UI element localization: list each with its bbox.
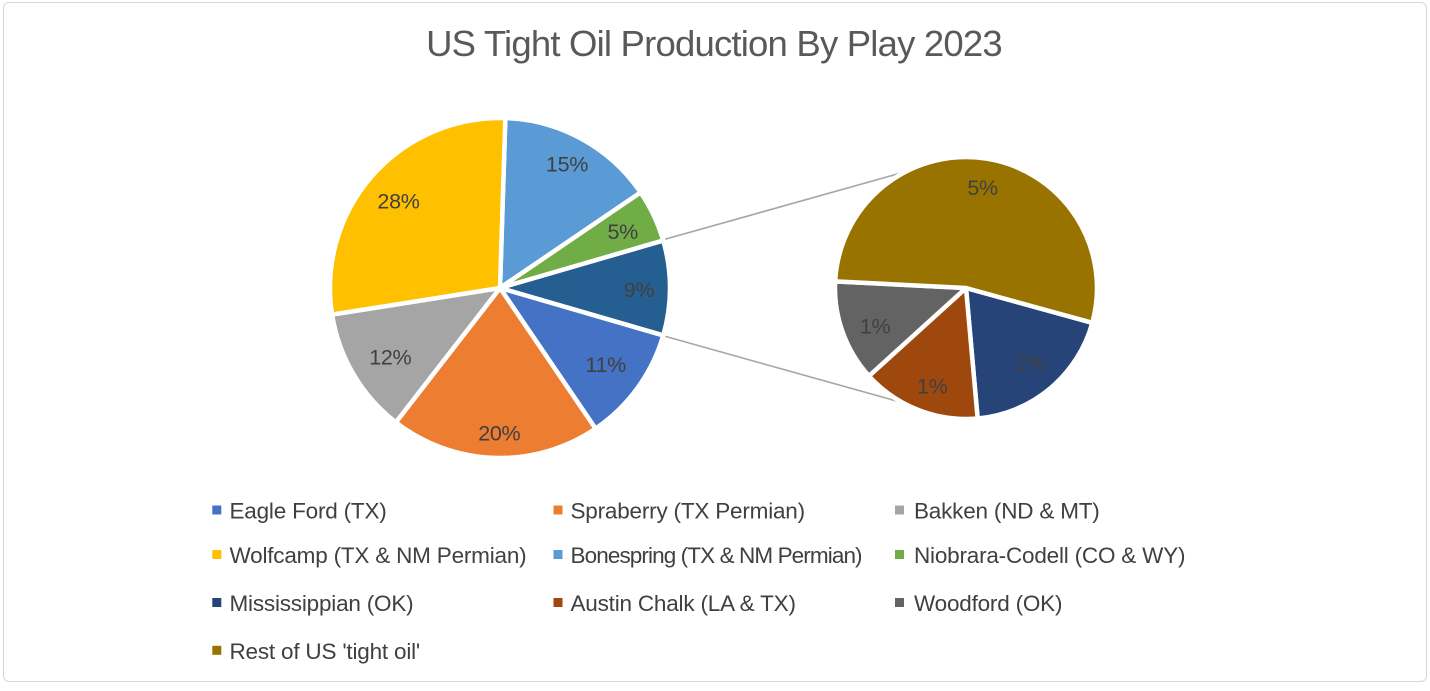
svg-text:Mississippian (OK): Mississippian (OK) (230, 591, 414, 616)
svg-text:11%: 11% (585, 353, 626, 377)
svg-text:15%: 15% (546, 153, 588, 177)
svg-text:Austin Chalk (LA & TX): Austin Chalk (LA & TX) (571, 591, 796, 616)
svg-text:Bakken (ND & MT): Bakken (ND & MT) (914, 499, 1100, 524)
svg-text:US Tight Oil Production By Pla: US Tight Oil Production By Play 2023 (426, 23, 1002, 64)
svg-text:9%: 9% (624, 278, 655, 302)
svg-text:5%: 5% (607, 220, 638, 244)
svg-text:Woodford (OK): Woodford (OK) (914, 591, 1062, 616)
svg-text:5%: 5% (967, 176, 998, 200)
svg-text:Niobrara-Codell (CO & WY): Niobrara-Codell (CO & WY) (914, 543, 1185, 568)
svg-text:28%: 28% (377, 190, 419, 214)
svg-text:12%: 12% (369, 345, 411, 369)
svg-text:Wolfcamp (TX & NM Permian): Wolfcamp (TX & NM Permian) (230, 543, 527, 568)
svg-text:20%: 20% (478, 422, 520, 446)
svg-text:Bonespring (TX & NM Permian): Bonespring (TX & NM Permian) (571, 543, 863, 568)
svg-text:Spraberry (TX Permian): Spraberry (TX Permian) (571, 499, 805, 524)
svg-text:1%: 1% (917, 375, 948, 399)
svg-text:1%: 1% (860, 314, 891, 338)
svg-text:Eagle Ford (TX): Eagle Ford (TX) (230, 499, 387, 524)
svg-text:Rest of US 'tight oil': Rest of US 'tight oil' (230, 639, 421, 664)
svg-text:2%: 2% (1015, 351, 1046, 375)
